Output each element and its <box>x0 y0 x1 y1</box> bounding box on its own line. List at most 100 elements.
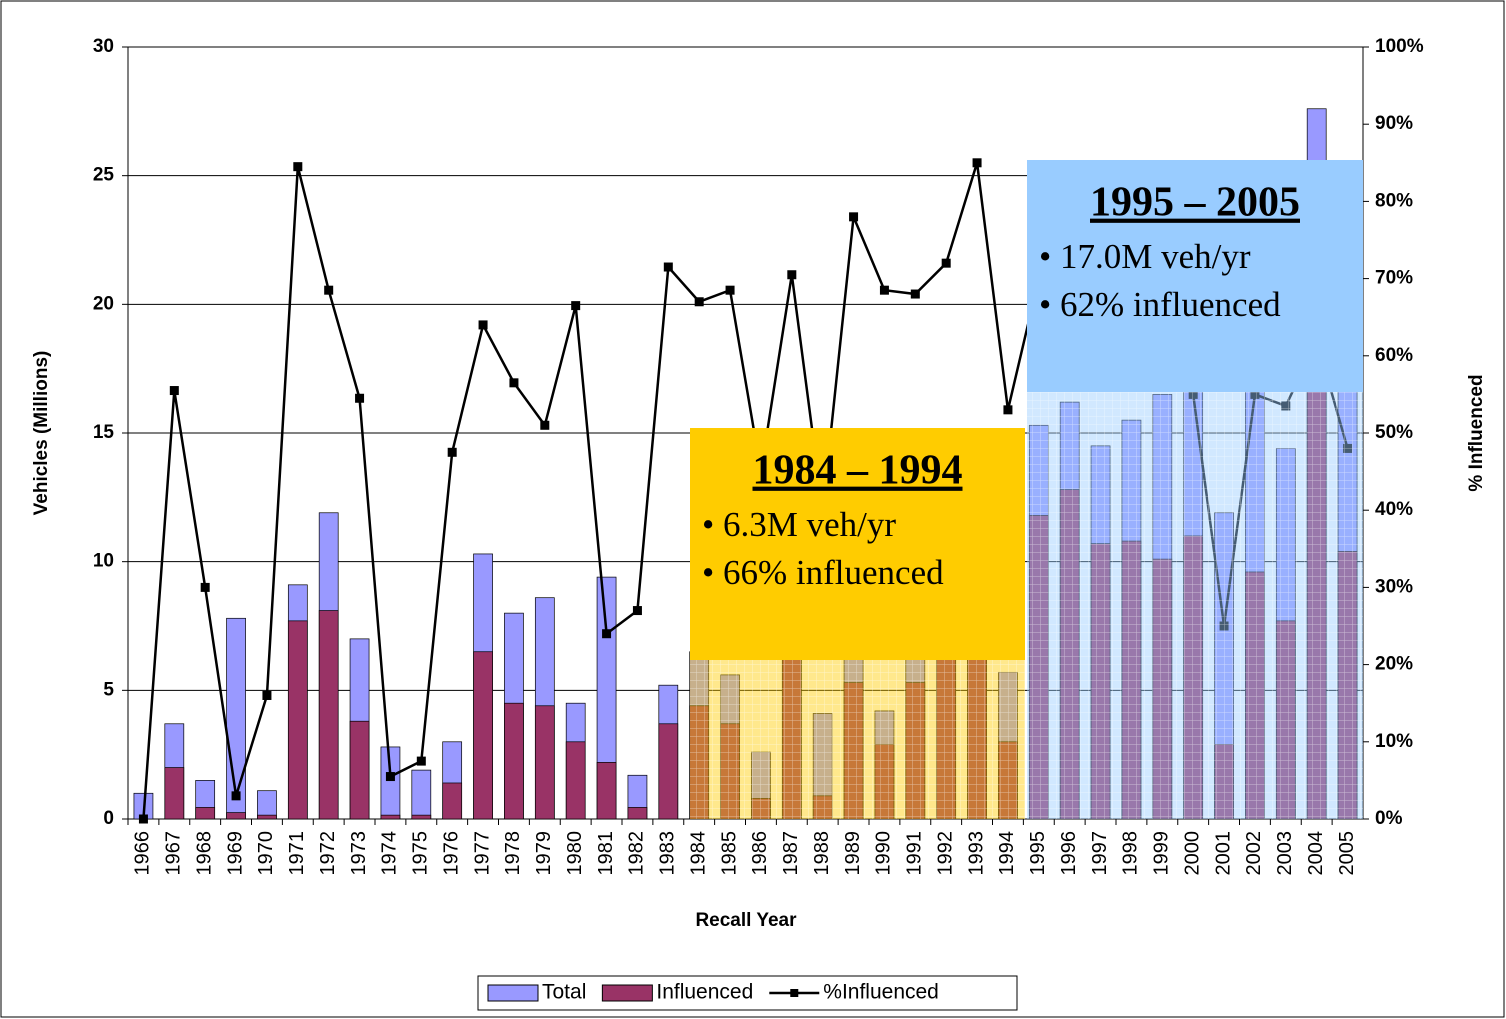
marker <box>540 420 550 430</box>
marker <box>385 772 395 782</box>
marker <box>663 262 673 272</box>
marker <box>200 582 210 592</box>
annotation-hatch <box>690 660 1025 819</box>
annotation-line: • 62% influenced <box>1039 285 1281 324</box>
bar <box>442 782 463 820</box>
y2-tick-label: 50% <box>1375 422 1413 443</box>
y-tick-label: 30 <box>93 36 114 57</box>
y-tick-label: 25 <box>93 165 115 186</box>
x-tick-label: 2003 <box>1274 831 1296 876</box>
bar <box>411 814 432 820</box>
x-tick-label: 1973 <box>348 831 370 876</box>
x-tick-label: 1990 <box>873 831 895 876</box>
bar <box>380 814 401 820</box>
marker <box>879 285 889 295</box>
y2-axis-label: % Influenced <box>1466 374 1487 491</box>
annotation-box <box>1027 160 1363 392</box>
y2-tick-label: 10% <box>1375 731 1413 752</box>
marker <box>972 158 982 168</box>
bar <box>349 720 370 820</box>
y2-tick-label: 80% <box>1375 190 1413 211</box>
bar <box>380 746 401 820</box>
y2-tick-label: 40% <box>1375 499 1413 520</box>
annotation-title: 1995 – 2005 <box>1090 180 1300 226</box>
x-tick-label: 2001 <box>1212 831 1234 876</box>
x-tick-label: 2004 <box>1305 831 1327 876</box>
legend-swatch <box>601 984 653 1002</box>
bar <box>164 767 185 820</box>
x-tick-label: 1971 <box>286 831 308 876</box>
legend-marker <box>790 989 799 997</box>
marker <box>262 690 272 700</box>
y2-tick-label: 30% <box>1375 576 1413 597</box>
x-tick-label: 1972 <box>317 831 339 876</box>
bar <box>627 807 648 820</box>
x-tick-label: 1979 <box>533 831 555 876</box>
x-tick-label: 1996 <box>1058 831 1080 876</box>
bar <box>226 812 246 820</box>
annotation-line: • 17.0M veh/yr <box>1039 237 1251 276</box>
annotation-hatch <box>1027 392 1363 819</box>
bar <box>473 651 493 820</box>
x-axis-label: Recall Year <box>695 910 797 931</box>
y2-tick-label: 100% <box>1375 36 1424 57</box>
x-tick-label: 2005 <box>1336 831 1358 876</box>
x-tick-label: 1967 <box>163 831 185 876</box>
marker <box>571 301 581 311</box>
x-tick-label: 1989 <box>842 831 864 876</box>
y-tick-label: 20 <box>93 293 114 314</box>
x-tick-label: 2002 <box>1243 831 1265 876</box>
x-tick-label: 1986 <box>749 831 771 876</box>
bar <box>287 620 308 820</box>
bar <box>504 702 524 820</box>
x-tick-label: 1998 <box>1120 831 1142 876</box>
marker <box>725 285 735 295</box>
x-tick-label: 1993 <box>965 831 987 876</box>
annotation-title: 1984 – 1994 <box>753 448 963 494</box>
bar <box>318 610 339 820</box>
marker <box>849 212 859 222</box>
x-tick-label: 1992 <box>934 831 956 876</box>
y2-tick-label: 90% <box>1375 113 1413 134</box>
x-tick-label: 1966 <box>132 831 154 876</box>
bar <box>257 814 277 820</box>
x-tick-label: 1988 <box>811 831 833 876</box>
x-tick-label: 1995 <box>1027 831 1049 876</box>
marker <box>447 447 457 457</box>
marker <box>509 378 519 388</box>
marker <box>293 162 303 172</box>
marker <box>324 285 334 295</box>
marker <box>169 386 179 396</box>
y-axis-label: Vehicles (Millions) <box>31 351 52 516</box>
bar <box>195 807 216 820</box>
legend: Total Influenced %Influenced <box>477 975 1018 1011</box>
x-tick-label: 1999 <box>1151 831 1173 876</box>
x-tick-label: 1970 <box>255 831 277 876</box>
x-tick-label: 1974 <box>379 831 401 876</box>
legend-label: %Influenced <box>823 981 939 1004</box>
x-tick-label: 1980 <box>564 831 586 876</box>
bar <box>534 705 555 820</box>
x-tick-label: 1969 <box>224 831 246 876</box>
bar <box>257 790 277 820</box>
marker <box>941 258 951 268</box>
x-tick-label: 1981 <box>595 831 617 876</box>
annotation-line: • 66% influenced <box>702 553 944 592</box>
annotation: 1995 – 2005 • 17.0M veh/yr • 62% influence… <box>1027 160 1363 819</box>
marker <box>602 629 612 639</box>
y2-tick-label: 20% <box>1375 654 1413 675</box>
y-tick-label: 5 <box>103 679 114 700</box>
x-tick-label: 1985 <box>718 831 740 876</box>
y-tick-label: 10 <box>93 551 114 572</box>
annotation: 1984 – 1994 • 6.3M veh/yr • 66% influenced <box>690 428 1025 819</box>
marker <box>694 297 704 307</box>
marker <box>1003 405 1013 415</box>
y-tick-label: 0 <box>103 808 114 829</box>
y2-tick-label: 70% <box>1375 268 1413 289</box>
annotation-box <box>690 428 1025 660</box>
x-tick-label: 1987 <box>780 831 802 876</box>
bar <box>658 723 679 820</box>
marker <box>632 606 642 616</box>
y2-tick-label: 0% <box>1375 808 1403 829</box>
